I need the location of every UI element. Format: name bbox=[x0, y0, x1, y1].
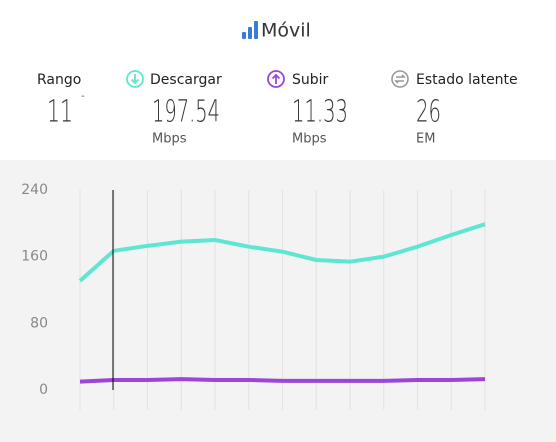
stat-label: Descargar bbox=[150, 72, 222, 88]
stat-value: 197.54 bbox=[152, 95, 220, 130]
series-line bbox=[78, 222, 486, 283]
download-icon bbox=[126, 70, 144, 88]
y-tick-label: 0 bbox=[39, 382, 48, 398]
y-tick-label: 160 bbox=[21, 249, 48, 265]
stat-value: 26 bbox=[416, 95, 441, 130]
plot: 0 80 160 240 bbox=[21, 182, 486, 410]
stat-label: Estado latente bbox=[416, 72, 518, 88]
stat-unit: - bbox=[81, 91, 85, 102]
chart-panel bbox=[0, 160, 556, 442]
y-tick-label: 240 bbox=[21, 182, 48, 198]
stat-value: 11.33 bbox=[292, 95, 348, 130]
stat-unit: Mbps bbox=[152, 132, 187, 147]
stat-label: Subir bbox=[292, 72, 329, 88]
signal-icon bbox=[242, 21, 258, 39]
upload-icon bbox=[267, 70, 285, 88]
title: Móvil bbox=[261, 20, 311, 42]
y-tick-label: 80 bbox=[30, 315, 48, 331]
stat-label: Rango bbox=[37, 72, 81, 88]
stat-value: 11 bbox=[47, 95, 73, 130]
series-line bbox=[79, 377, 486, 384]
latency-icon bbox=[391, 70, 409, 88]
stat-unit: Mbps bbox=[292, 132, 327, 147]
stat-unit: EM bbox=[416, 132, 435, 147]
